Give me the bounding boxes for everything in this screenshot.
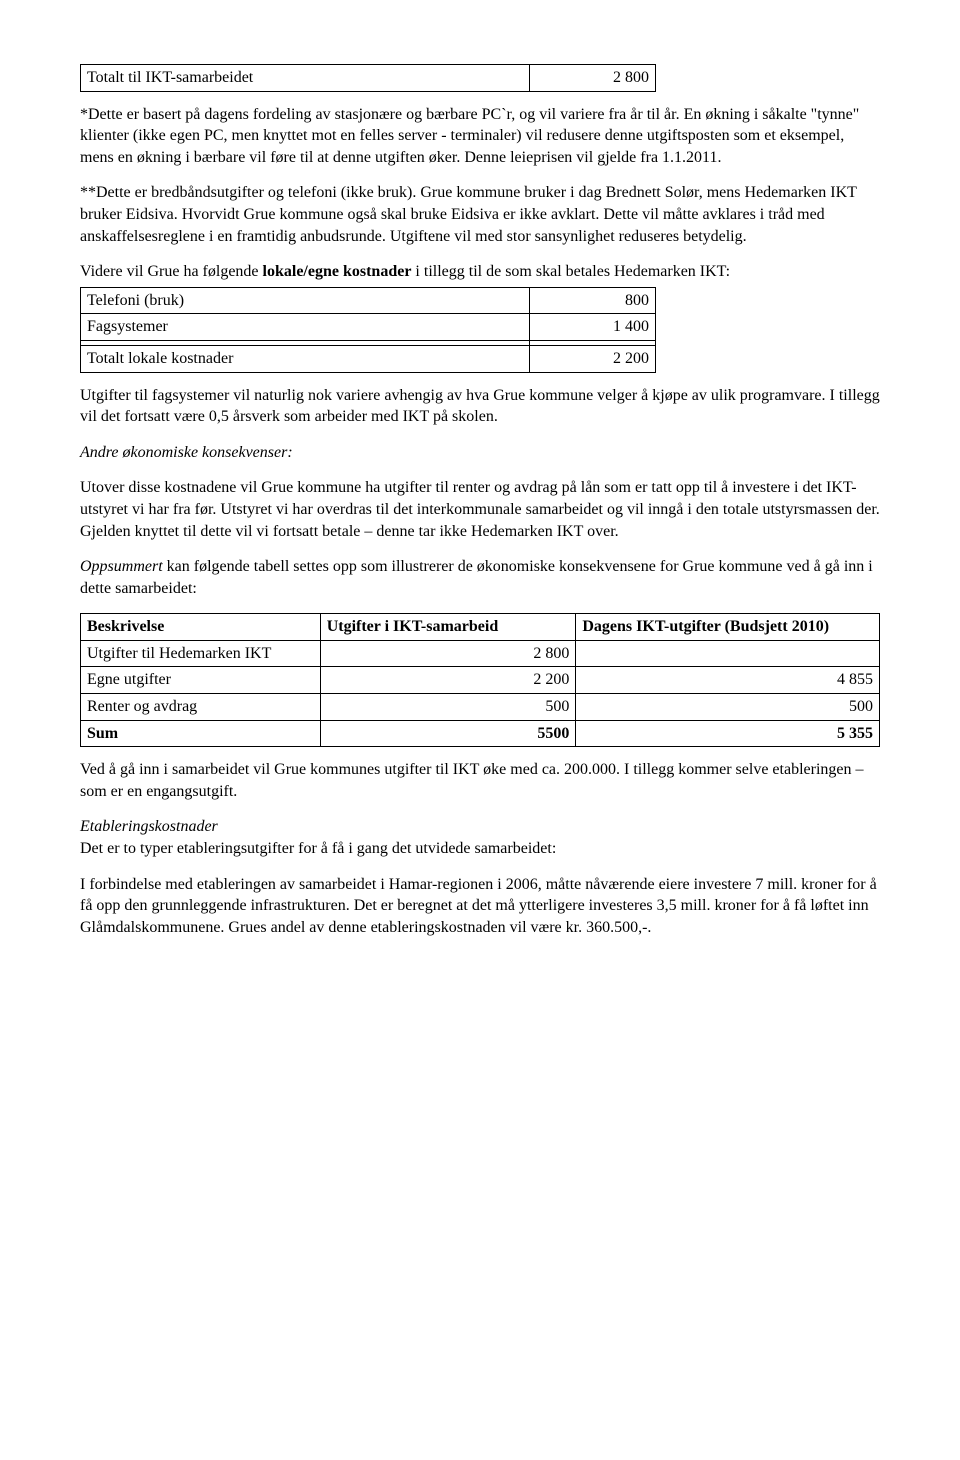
paragraph-renter: Utover disse kostnadene vil Grue kommune… xyxy=(80,477,880,542)
cell-value: 500 xyxy=(576,694,880,721)
text: Videre vil Grue ha følgende xyxy=(80,263,263,280)
cell-label: Sum xyxy=(81,720,321,747)
table-row-sum: Sum 5500 5 355 xyxy=(81,720,880,747)
col-header: Beskrivelse xyxy=(81,614,321,641)
cell-value: 2 200 xyxy=(529,345,656,372)
paragraph-note2: **Dette er bredbåndsutgifter og telefoni… xyxy=(80,182,880,247)
cell-value xyxy=(576,640,880,667)
cell-label: Totalt til IKT-samarbeidet xyxy=(81,65,530,92)
table-row: Telefoni (bruk) 800 xyxy=(81,287,656,314)
cell-value: 5 355 xyxy=(576,720,880,747)
cell-value: 2 800 xyxy=(529,65,656,92)
table-totalt-ikt: Totalt til IKT-samarbeidet 2 800 xyxy=(80,64,656,92)
cell-value: 4 855 xyxy=(576,667,880,694)
table-lokale-kostnader: Telefoni (bruk) 800 Fagsystemer 1 400 To… xyxy=(80,287,656,373)
cell-label: Egne utgifter xyxy=(81,667,321,694)
cell-label: Fagsystemer xyxy=(81,314,530,341)
paragraph-hamar: I forbindelse med etableringen av samarb… xyxy=(80,874,880,939)
col-header: Dagens IKT-utgifter (Budsjett 2010) xyxy=(576,614,880,641)
paragraph-note1: *Dette er basert på dagens fordeling av … xyxy=(80,104,880,169)
cell-value: 2 800 xyxy=(320,640,576,667)
text-italic: Oppsummert xyxy=(80,558,163,575)
text-bold: lokale/egne kostnader xyxy=(263,263,412,280)
table-row-header: Beskrivelse Utgifter i IKT-samarbeid Dag… xyxy=(81,614,880,641)
table-row: Totalt til IKT-samarbeidet 2 800 xyxy=(81,65,656,92)
paragraph-oppsummert: Oppsummert kan følgende tabell settes op… xyxy=(80,556,880,599)
paragraph-ved-aa-gaa: Ved å gå inn i samarbeidet vil Grue komm… xyxy=(80,759,880,802)
paragraph-andre-okonomiske: Andre økonomiske konsekvenser: xyxy=(80,442,880,464)
text: i tillegg til de som skal betales Hedema… xyxy=(411,263,730,280)
cell-label: Totalt lokale kostnader xyxy=(81,345,530,372)
table-row: Renter og avdrag 500 500 xyxy=(81,694,880,721)
text-italic-title: Etableringskostnader xyxy=(80,818,218,835)
col-header: Utgifter i IKT-samarbeid xyxy=(320,614,576,641)
cell-value: 1 400 xyxy=(529,314,656,341)
paragraph-etablering: Etableringskostnader Det er to typer eta… xyxy=(80,816,880,859)
cell-label: Utgifter til Hedemarken IKT xyxy=(81,640,321,667)
paragraph-intro-lokale: Videre vil Grue ha følgende lokale/egne … xyxy=(80,261,880,283)
table-row: Totalt lokale kostnader 2 200 xyxy=(81,345,656,372)
cell-value: 5500 xyxy=(320,720,576,747)
cell-value: 500 xyxy=(320,694,576,721)
cell-value: 800 xyxy=(529,287,656,314)
cell-label: Telefoni (bruk) xyxy=(81,287,530,314)
text: Det er to typer etableringsutgifter for … xyxy=(80,840,556,857)
paragraph-fagsystemer: Utgifter til fagsystemer vil naturlig no… xyxy=(80,385,880,428)
table-oppsummert: Beskrivelse Utgifter i IKT-samarbeid Dag… xyxy=(80,613,880,747)
text: kan følgende tabell settes opp som illus… xyxy=(80,558,873,597)
table-row: Egne utgifter 2 200 4 855 xyxy=(81,667,880,694)
cell-value: 2 200 xyxy=(320,667,576,694)
table-row: Utgifter til Hedemarken IKT 2 800 xyxy=(81,640,880,667)
cell-label: Renter og avdrag xyxy=(81,694,321,721)
table-row: Fagsystemer 1 400 xyxy=(81,314,656,341)
